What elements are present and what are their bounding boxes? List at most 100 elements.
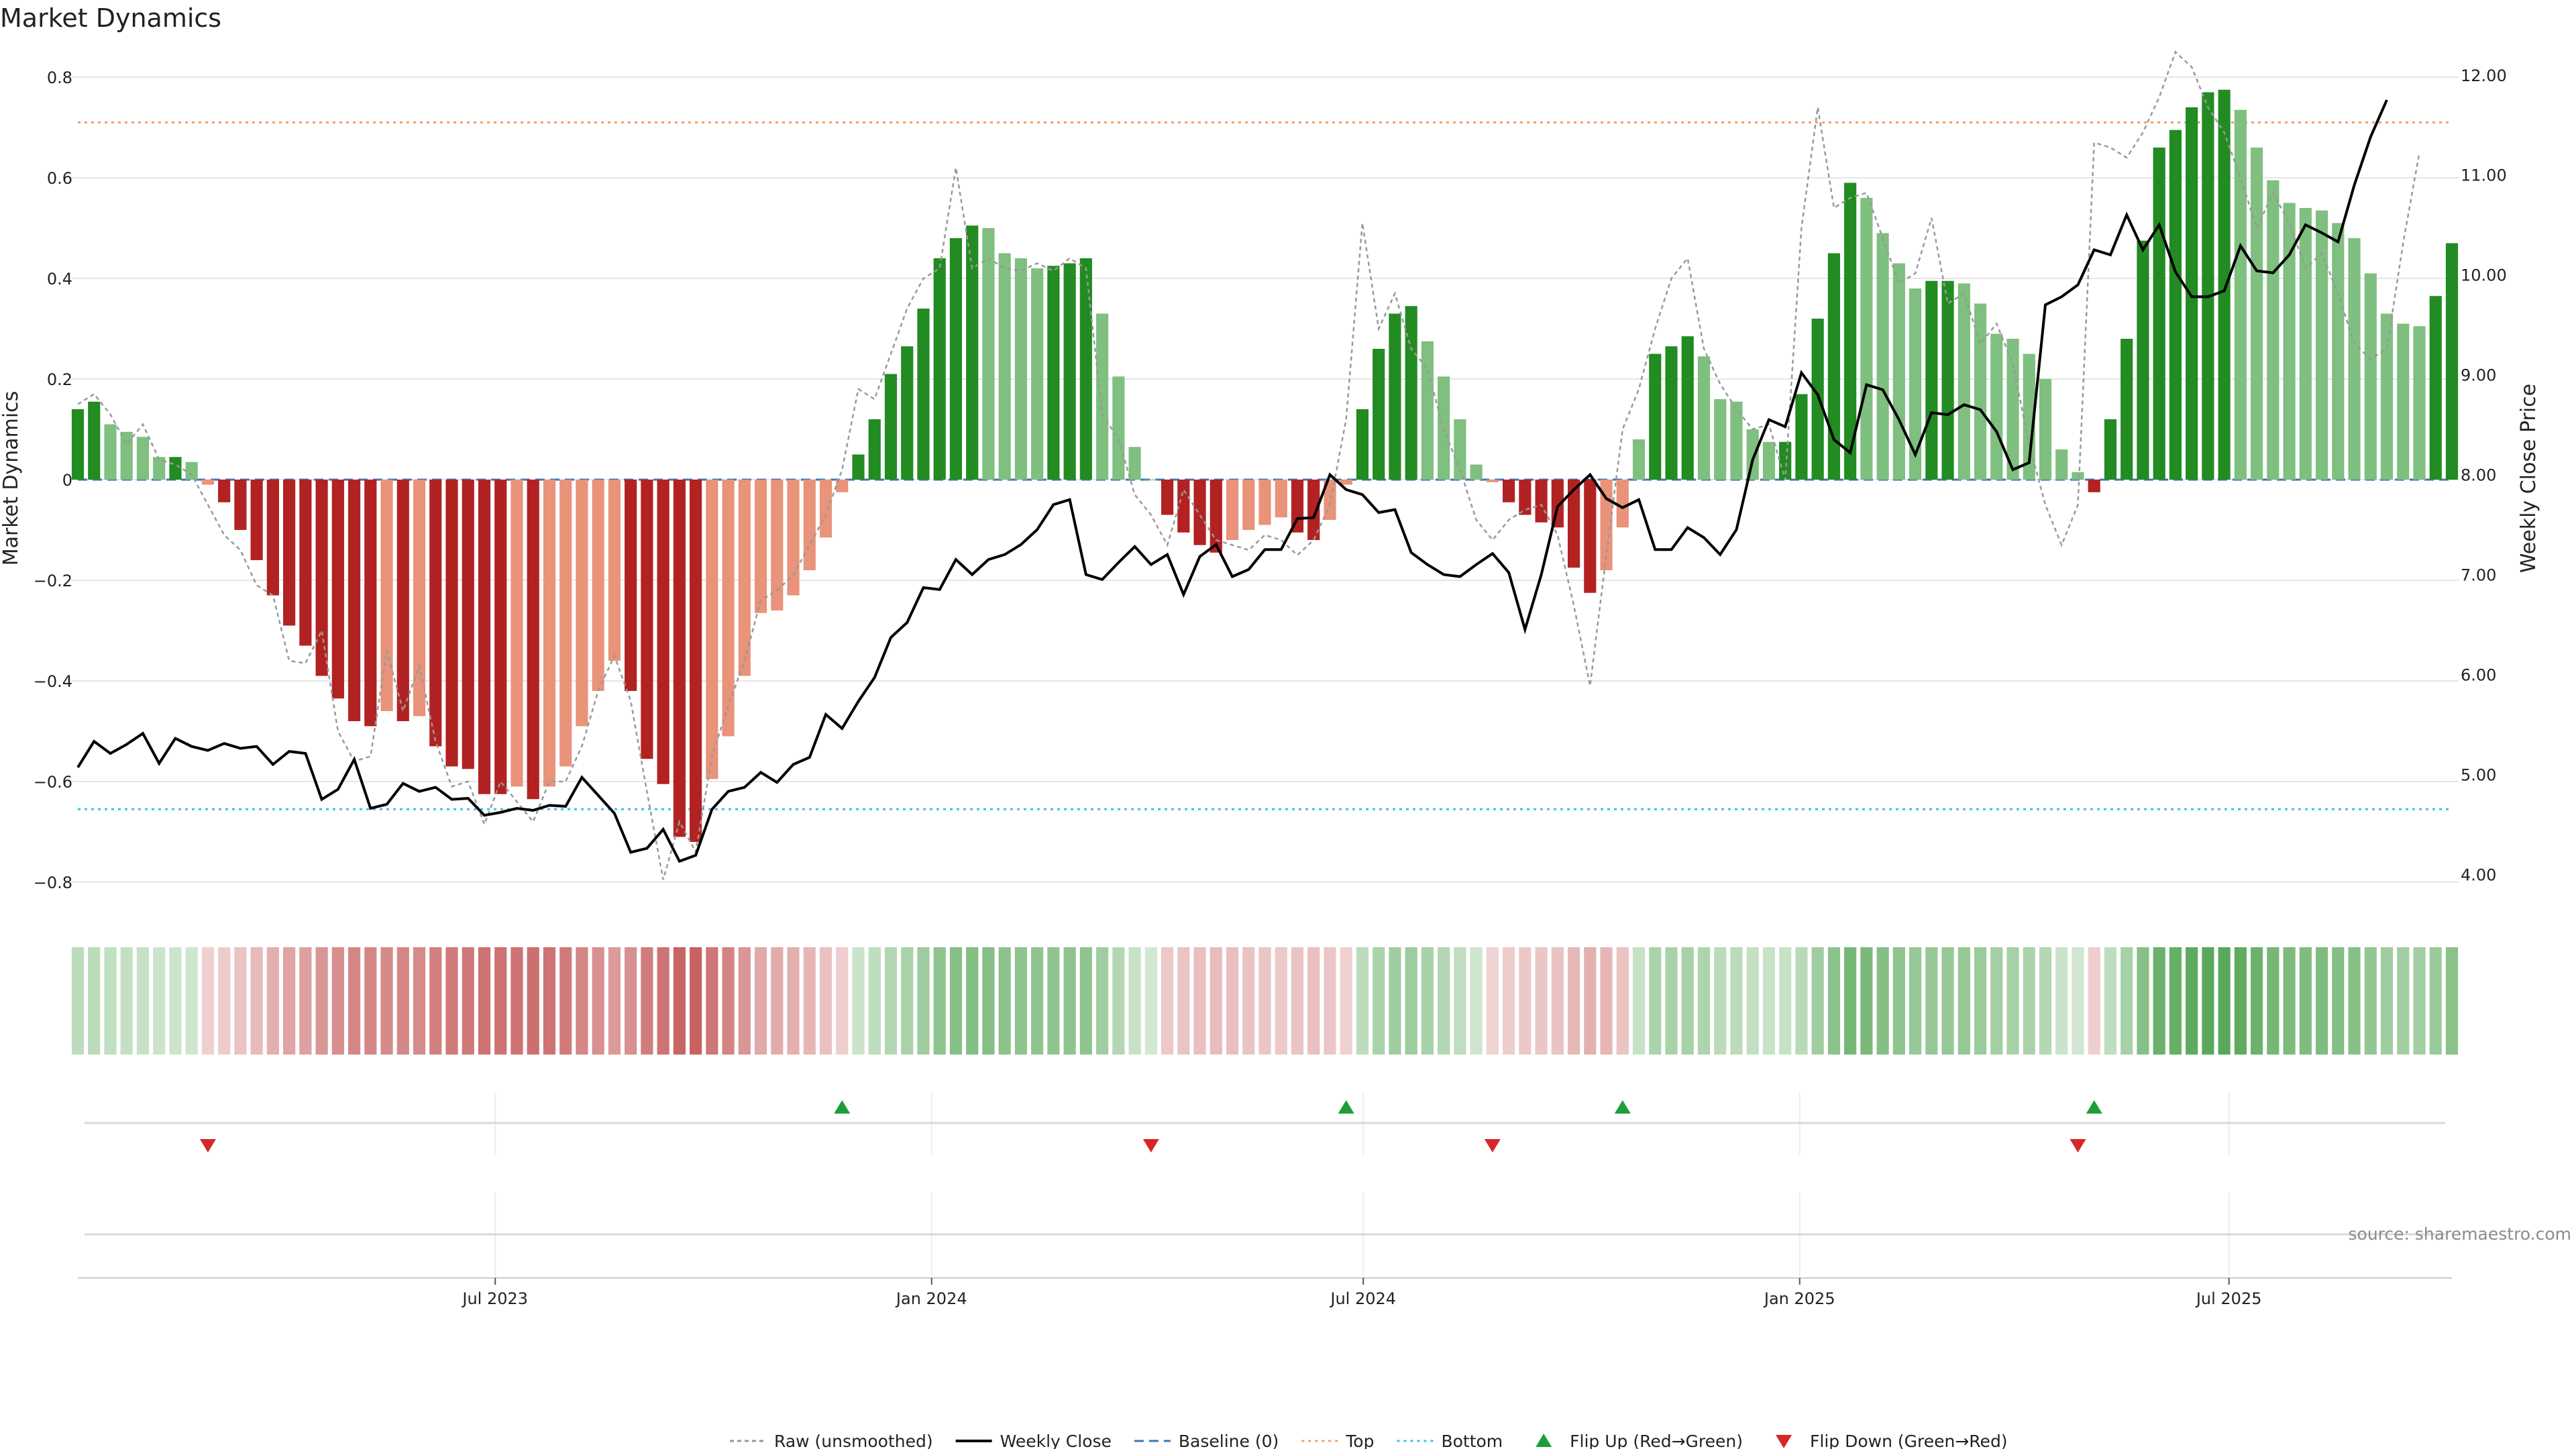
strip-cell <box>576 947 588 1055</box>
dynamics-bar <box>1047 266 1060 480</box>
strip-cell <box>917 947 930 1055</box>
strip-cell <box>1925 947 1938 1055</box>
dynamics-bar <box>250 480 263 560</box>
strip-cell <box>234 947 247 1055</box>
strip-cell <box>1551 947 1564 1055</box>
strip-cell <box>641 947 653 1055</box>
dynamics-bar <box>1567 480 1580 568</box>
dynamics-bar <box>1307 480 1320 540</box>
dynamics-bar <box>1128 447 1141 480</box>
strip-cell <box>1112 947 1125 1055</box>
dynamics-bar <box>819 480 833 538</box>
x-axis-ticks: Jul 2023 Jan 2024 Jul 2024 Jan 2025 Jul 2025 <box>78 1277 2452 1308</box>
strip-cell <box>1584 947 1597 1055</box>
dynamics-bar <box>2039 379 2052 480</box>
dynamics-bar <box>1535 480 1548 523</box>
strip-cell <box>2315 947 2328 1055</box>
dynamics-bar <box>933 258 946 480</box>
dynamics-bar <box>1340 480 1352 485</box>
dynamics-bar <box>1242 480 1255 530</box>
dynamics-bar <box>1681 336 1694 480</box>
dynamics-bar <box>673 480 686 837</box>
dynamics-bar <box>1990 333 2003 480</box>
strip-cell <box>185 947 198 1055</box>
strip-cell <box>1600 947 1613 1055</box>
strip-cell <box>933 947 946 1055</box>
strip-cell <box>2267 947 2279 1055</box>
strip-cell <box>1014 947 1027 1055</box>
dynamics-bar <box>1941 280 1954 480</box>
dynamics-bar <box>1746 429 1759 480</box>
dynamics-bar <box>347 480 361 721</box>
flip-up-marker <box>1338 1100 1354 1114</box>
strip-cell <box>2153 947 2165 1055</box>
strip-cell <box>1974 947 1987 1055</box>
strip-cell <box>494 947 507 1055</box>
dynamics-bar <box>1503 480 1515 502</box>
raw-unsmoothed-line <box>77 50 2420 880</box>
legend: Raw (unsmoothed) Weekly Close Baseline (0)… <box>730 1432 2008 1449</box>
dynamics-bar <box>2267 180 2279 480</box>
dynamics-bar <box>2023 354 2035 480</box>
strip-cell <box>1144 947 1157 1055</box>
strip-cell <box>88 947 101 1055</box>
strip-cell <box>592 947 604 1055</box>
legend-swatch-flip-down <box>1776 1435 1792 1448</box>
dynamics-bar <box>2006 339 2019 480</box>
source-label: source: sharemaestro.com <box>2349 1224 2572 1244</box>
strip-cell <box>625 947 637 1055</box>
right-tick-label: 4.00 <box>2461 865 2496 884</box>
dynamics-bar <box>884 374 898 480</box>
dynamics-bar <box>559 480 572 767</box>
strip-cell <box>949 947 963 1055</box>
strip-cell <box>2348 947 2361 1055</box>
strip-cell <box>104 947 117 1055</box>
strip-cell <box>445 947 458 1055</box>
strip-cell <box>966 947 979 1055</box>
right-tick-label: 6.00 <box>2461 665 2496 684</box>
dynamics-bar <box>543 480 556 787</box>
dynamics-bar <box>1193 480 1206 545</box>
dynamics-bar <box>364 480 377 727</box>
dynamics-bar <box>1421 341 1434 480</box>
dynamics-bar <box>2332 223 2345 480</box>
strip-cell <box>1567 947 1580 1055</box>
dynamics-bar <box>283 480 296 626</box>
strip-cell <box>1746 947 1759 1055</box>
strip-cell <box>1356 947 1369 1055</box>
left-tick-label: 0.4 <box>47 270 72 288</box>
dynamics-bar <box>1356 409 1369 480</box>
strip-cell <box>511 947 523 1055</box>
strip-cell <box>819 947 833 1055</box>
strip-cell <box>2006 947 2019 1055</box>
dynamics-bar <box>949 238 963 480</box>
dynamics-bar <box>2137 240 2149 480</box>
strip-cell <box>218 947 231 1055</box>
dynamics-bar <box>1210 480 1222 553</box>
strip-cell <box>901 947 914 1055</box>
dynamics-bar <box>1762 441 1776 480</box>
dynamics-bar <box>71 409 85 480</box>
left-tick-label: −0.2 <box>34 572 72 590</box>
legend-label: Weekly Close <box>1000 1432 1112 1449</box>
strip-cell <box>1079 947 1092 1055</box>
strip-cell <box>722 947 735 1055</box>
dynamics-bar <box>2283 203 2296 480</box>
dynamics-bar <box>2380 313 2394 480</box>
strip-cell <box>299 947 312 1055</box>
dynamics-bar <box>218 480 231 502</box>
dynamics-bar <box>1161 480 1174 515</box>
dynamics-bar <box>2413 326 2426 480</box>
left-tick-label: −0.4 <box>34 672 72 691</box>
strip-cell <box>1340 947 1352 1055</box>
strip-cell <box>2072 947 2084 1055</box>
dynamics-bar <box>462 480 474 769</box>
dynamics-bar <box>2104 419 2117 480</box>
strip-cell <box>1389 947 1401 1055</box>
dynamics-bar <box>1730 401 1743 480</box>
dynamics-bar <box>1632 439 1646 480</box>
dynamics-bar <box>1600 480 1613 570</box>
x-tick-label: Jul 2023 <box>461 1289 528 1308</box>
dynamics-bar <box>1860 198 1873 480</box>
